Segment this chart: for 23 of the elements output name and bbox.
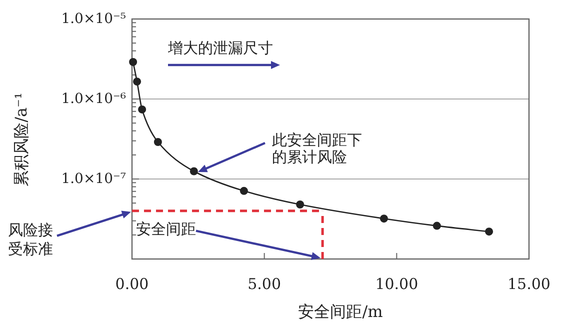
point bbox=[129, 58, 138, 66]
annotation: 此安全间距下的累计风险 bbox=[272, 131, 363, 166]
point bbox=[296, 200, 304, 208]
point bbox=[432, 222, 441, 230]
x-tick-label: 0.00 bbox=[115, 275, 149, 293]
point bbox=[240, 186, 248, 195]
point bbox=[133, 78, 142, 86]
point bbox=[154, 138, 162, 146]
x-tick-label: 10.00 bbox=[375, 275, 418, 293]
y-tick-label: 1.0×10⁻⁶ bbox=[61, 91, 126, 107]
y-axis-title: 累积风险/a⁻¹ bbox=[11, 92, 32, 186]
ref-line-label: 安全间距 bbox=[136, 220, 196, 239]
x-axis-title: 安全间距/m bbox=[298, 302, 383, 323]
point bbox=[380, 214, 388, 223]
point bbox=[485, 228, 494, 236]
y-tick-label: 1.0×10⁻⁷ bbox=[61, 171, 126, 187]
ref-line-label: 风险接受标准 bbox=[8, 220, 54, 259]
y-tick-label: 1.0×10⁻⁵ bbox=[61, 11, 126, 27]
x-tick-label: 15.00 bbox=[508, 275, 550, 293]
x-tick-label: 5.00 bbox=[248, 275, 282, 293]
annotation: 增大的泄漏尺寸 bbox=[168, 39, 273, 58]
point bbox=[138, 105, 146, 114]
point bbox=[190, 167, 198, 176]
